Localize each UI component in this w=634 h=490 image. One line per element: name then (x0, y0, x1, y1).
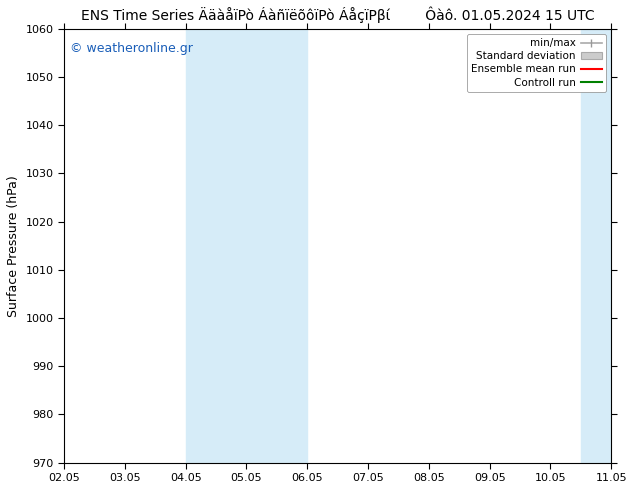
Bar (611, 29, 634, 463)
Y-axis label: Surface Pressure (hPa): Surface Pressure (hPa) (7, 175, 20, 317)
Bar (581, 29, 611, 463)
Text: © weatheronline.gr: © weatheronline.gr (70, 42, 192, 55)
Bar (186, 29, 247, 463)
Bar (247, 29, 307, 463)
Legend: min/max, Standard deviation, Ensemble mean run, Controll run: min/max, Standard deviation, Ensemble me… (467, 34, 606, 92)
Title: ENS Time Series ÄäàåïPò ÁàñïëõôïPò ÁåçïPβί        Ôàô. 01.05.2024 15 UTC: ENS Time Series ÄäàåïPò ÁàñïëõôïPò ÁåçïP… (81, 7, 595, 24)
